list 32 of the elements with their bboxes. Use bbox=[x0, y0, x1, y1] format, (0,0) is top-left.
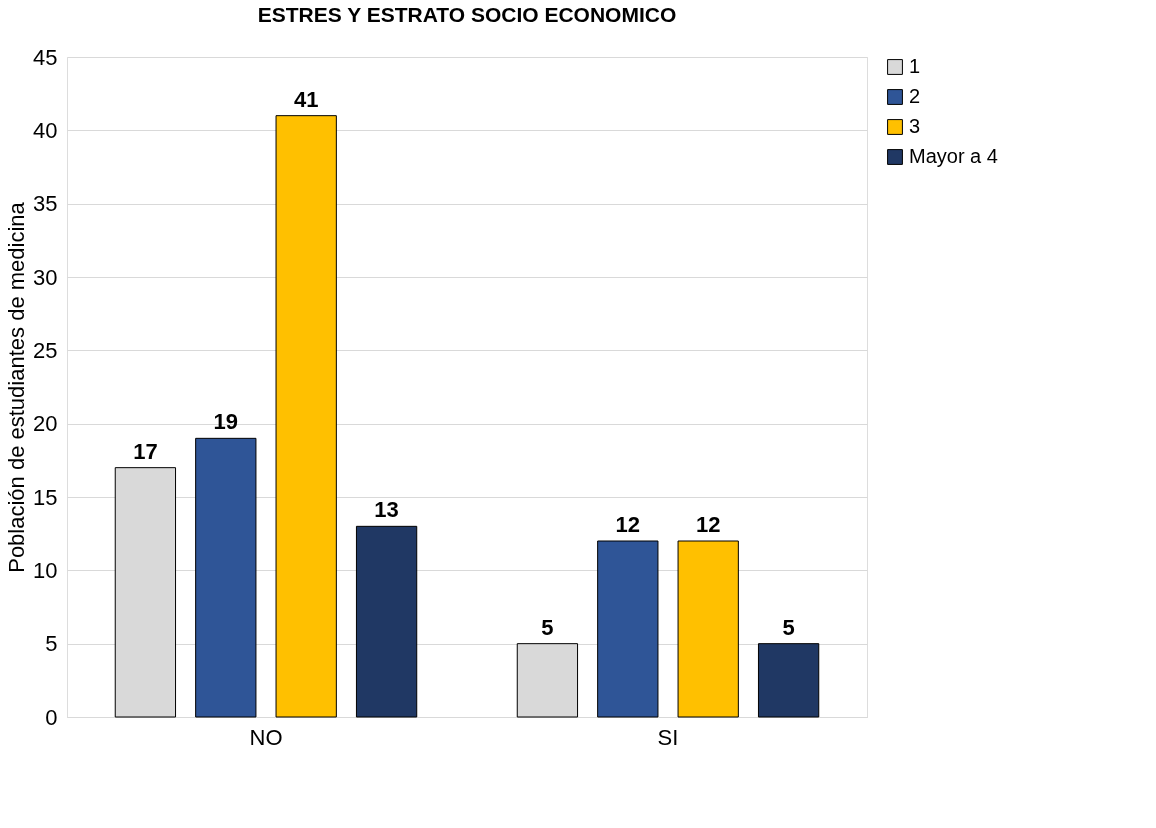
y-tick-label: 20 bbox=[33, 411, 58, 437]
bar bbox=[275, 115, 337, 718]
data-label: 17 bbox=[133, 438, 158, 464]
data-label: 12 bbox=[695, 512, 721, 537]
chart-title: ESTRES Y ESTRATO SOCIO ECONOMICO bbox=[257, 3, 677, 26]
data-label: 12 bbox=[615, 512, 641, 537]
bar bbox=[677, 540, 739, 718]
y-tick-label: 30 bbox=[33, 264, 58, 290]
bar bbox=[597, 540, 659, 718]
data-label: 19 bbox=[213, 409, 239, 435]
legend-label: Mayor a 4 bbox=[909, 145, 998, 167]
data-label: 41 bbox=[293, 86, 319, 112]
legend-label: 2 bbox=[909, 85, 921, 107]
y-tick-label: 10 bbox=[33, 557, 58, 583]
y-tick-label: 40 bbox=[33, 117, 58, 143]
legend-label: 1 bbox=[909, 55, 921, 77]
y-tick-label: 45 bbox=[33, 44, 58, 70]
bar bbox=[757, 643, 820, 718]
data-label: 13 bbox=[374, 497, 399, 523]
bar bbox=[355, 525, 418, 718]
y-axis-title: Población de estudiantes de medicina bbox=[4, 201, 30, 573]
y-tick-label: 5 bbox=[45, 631, 58, 657]
bar bbox=[195, 437, 257, 718]
data-label: 5 bbox=[541, 614, 554, 640]
x-tick-label: NO bbox=[249, 724, 283, 750]
y-tick-label: 0 bbox=[45, 704, 58, 730]
legend-label: 3 bbox=[909, 115, 921, 137]
data-label: 5 bbox=[782, 614, 795, 640]
x-tick-label: SI bbox=[657, 724, 679, 750]
y-tick-label: 15 bbox=[33, 484, 58, 510]
y-tick-label: 25 bbox=[33, 337, 58, 363]
y-tick-label: 35 bbox=[33, 191, 58, 217]
